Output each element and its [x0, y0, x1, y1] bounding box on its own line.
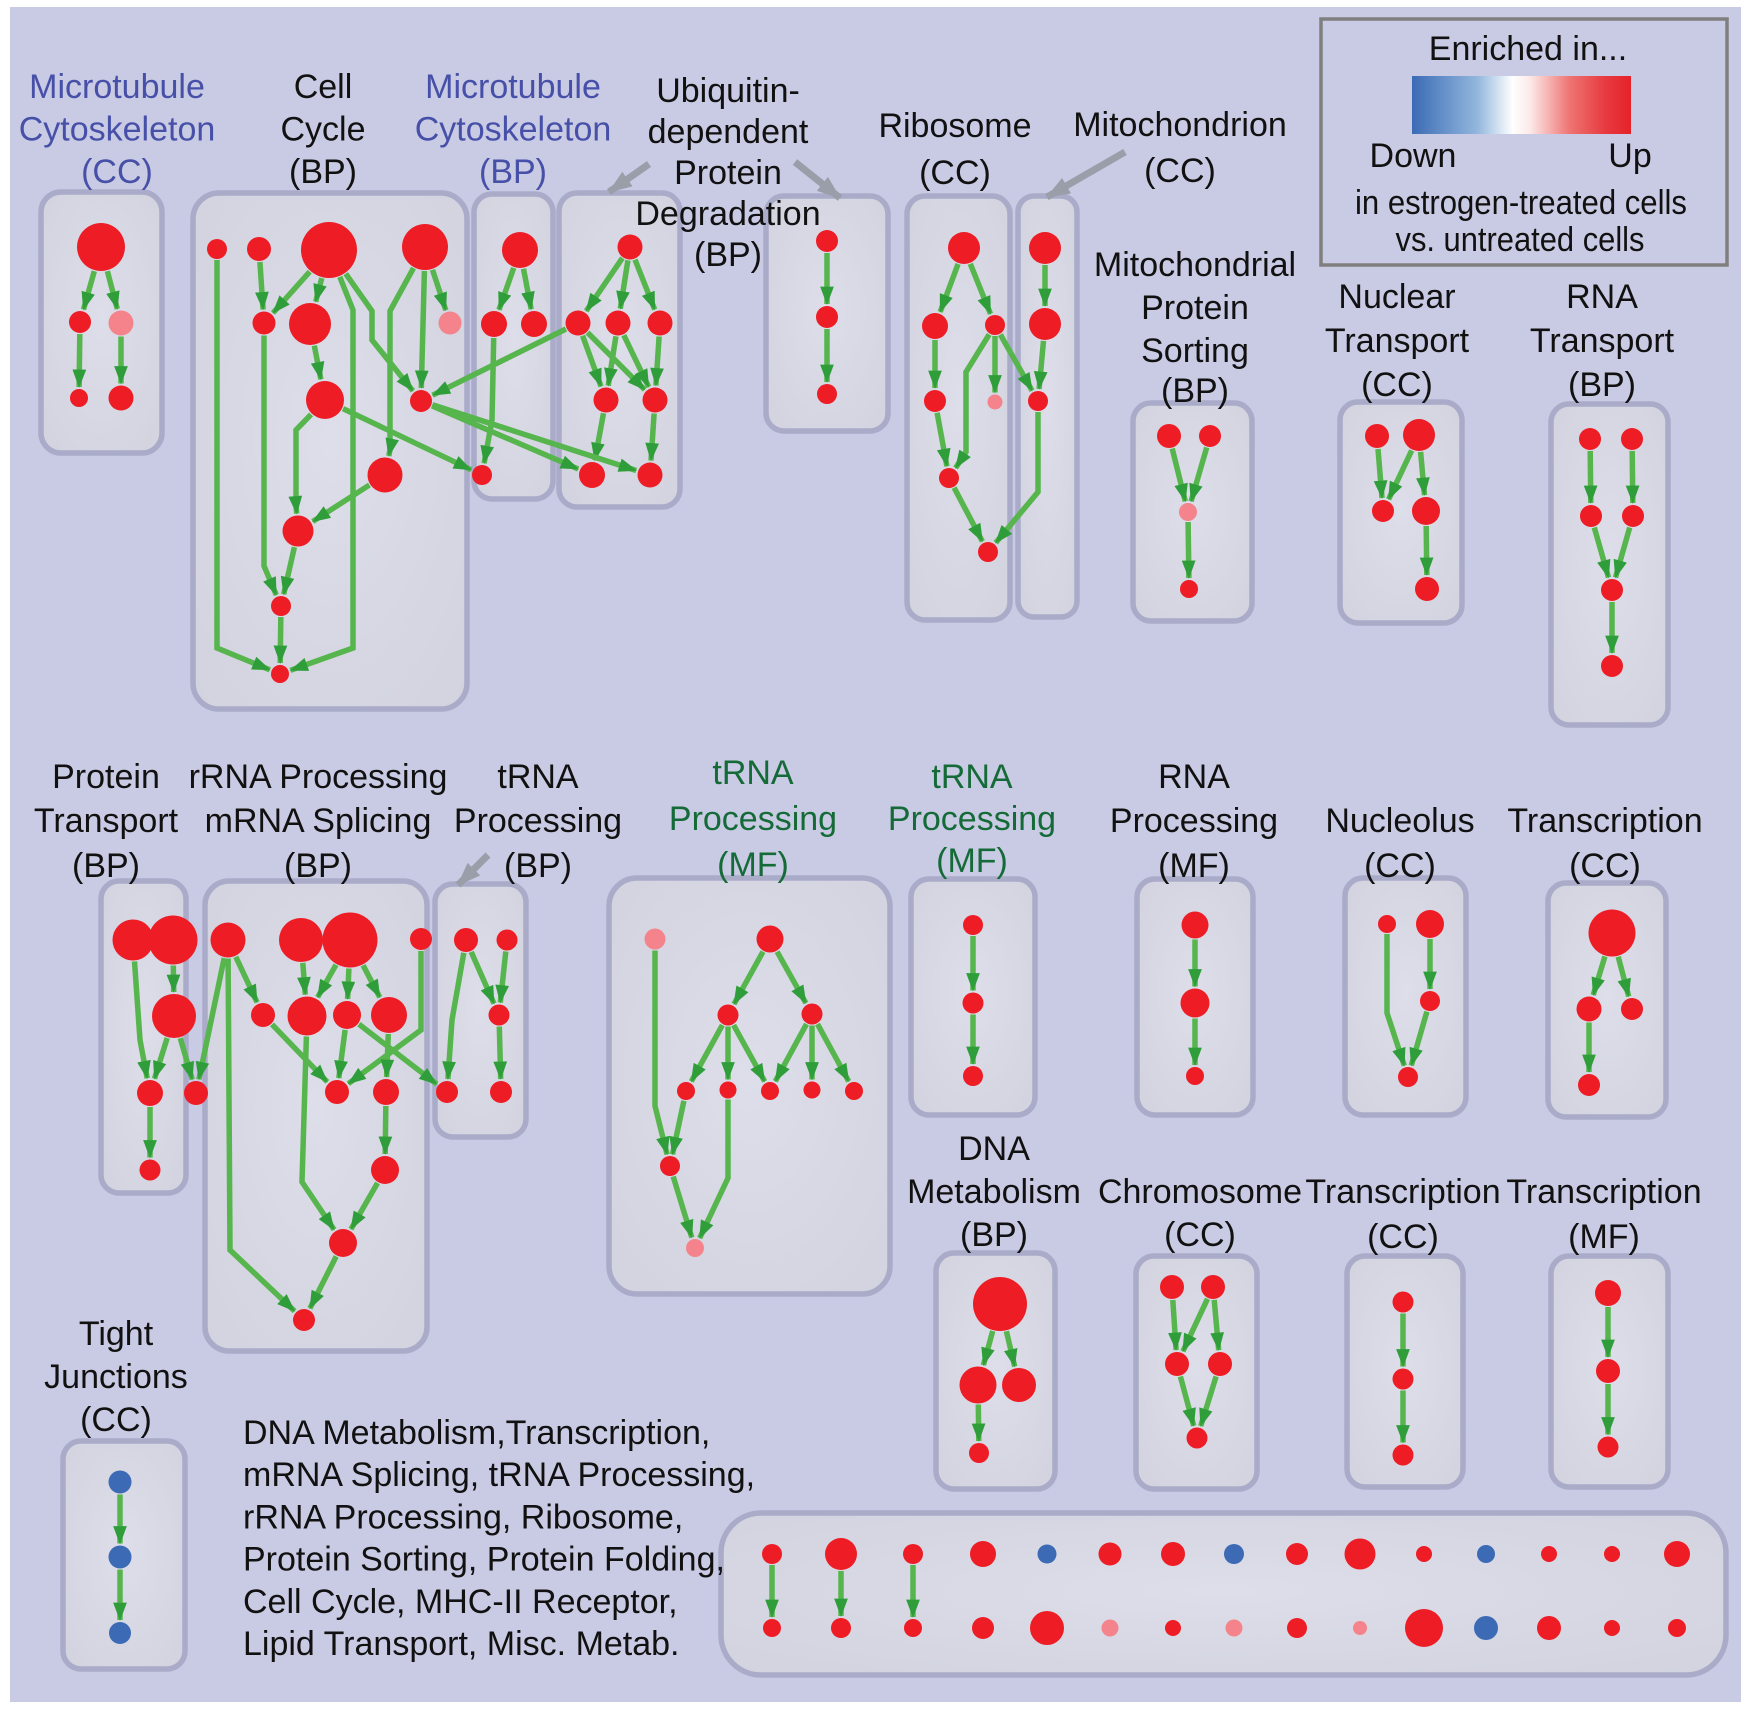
svg-text:Transcription: Transcription: [1305, 1173, 1500, 1211]
svg-text:(CC): (CC): [1361, 366, 1433, 404]
svg-text:(CC): (CC): [1364, 847, 1436, 885]
svg-text:Mitochondrial: Mitochondrial: [1094, 246, 1296, 284]
svg-text:(BP): (BP): [960, 1216, 1028, 1254]
svg-text:(CC): (CC): [81, 153, 153, 191]
svg-text:Up: Up: [1608, 137, 1651, 175]
svg-text:(BP): (BP): [289, 153, 357, 191]
svg-text:Processing: Processing: [1110, 802, 1278, 840]
svg-text:Mitochondrion: Mitochondrion: [1073, 106, 1287, 144]
svg-text:Processing: Processing: [454, 802, 622, 840]
svg-text:Microtubule: Microtubule: [425, 68, 601, 106]
svg-text:(CC): (CC): [80, 1401, 152, 1439]
svg-text:Cell: Cell: [294, 68, 353, 106]
svg-text:(BP): (BP): [1161, 372, 1229, 410]
svg-text:(MF): (MF): [717, 846, 789, 884]
svg-text:(BP): (BP): [284, 847, 352, 885]
svg-text:Lipid Transport, Misc. Metab.: Lipid Transport, Misc. Metab.: [243, 1625, 680, 1663]
svg-text:(CC): (CC): [919, 154, 991, 192]
svg-text:Enriched in...: Enriched in...: [1429, 30, 1627, 68]
svg-text:DNA Metabolism,Transcription,: DNA Metabolism,Transcription,: [243, 1414, 710, 1452]
svg-text:Tight: Tight: [79, 1315, 154, 1353]
svg-text:Ribosome: Ribosome: [878, 107, 1031, 145]
svg-text:Protein Sorting, Protein Foldi: Protein Sorting, Protein Folding,: [243, 1541, 725, 1579]
svg-text:Ubiquitin-: Ubiquitin-: [656, 72, 800, 110]
svg-text:Degradation: Degradation: [635, 195, 820, 233]
svg-text:mRNA Splicing, tRNA Processing: mRNA Splicing, tRNA Processing,: [243, 1456, 755, 1494]
svg-text:(MF): (MF): [936, 842, 1008, 880]
svg-text:mRNA Splicing: mRNA Splicing: [205, 802, 432, 840]
svg-text:(CC): (CC): [1569, 847, 1641, 885]
svg-text:Down: Down: [1370, 137, 1457, 175]
svg-text:DNA: DNA: [958, 1130, 1030, 1168]
svg-text:Microtubule: Microtubule: [29, 68, 205, 106]
svg-text:tRNA: tRNA: [497, 758, 579, 796]
svg-text:Cytoskeleton: Cytoskeleton: [415, 111, 612, 149]
svg-text:rRNA Processing, Ribosome,: rRNA Processing, Ribosome,: [243, 1498, 683, 1536]
svg-text:Protein: Protein: [52, 758, 160, 796]
svg-text:Processing: Processing: [669, 800, 837, 838]
svg-text:in estrogen-treated cells: in estrogen-treated cells: [1355, 184, 1687, 222]
svg-text:tRNA: tRNA: [712, 754, 794, 792]
svg-text:Nuclear: Nuclear: [1338, 278, 1455, 316]
svg-text:Cell Cycle, MHC-II Receptor,: Cell Cycle, MHC-II Receptor,: [243, 1583, 678, 1621]
svg-text:Protein: Protein: [1141, 289, 1249, 327]
svg-text:Sorting: Sorting: [1141, 332, 1249, 370]
svg-text:tRNA: tRNA: [931, 758, 1013, 796]
svg-text:Metabolism: Metabolism: [907, 1173, 1081, 1211]
svg-text:(MF): (MF): [1158, 847, 1230, 885]
svg-text:(BP): (BP): [1568, 366, 1636, 404]
svg-text:(MF): (MF): [1568, 1218, 1640, 1256]
svg-text:Protein: Protein: [674, 154, 782, 192]
svg-text:(BP): (BP): [504, 847, 572, 885]
svg-text:(BP): (BP): [694, 236, 762, 274]
svg-text:(BP): (BP): [72, 847, 140, 885]
svg-text:Transcription: Transcription: [1506, 1173, 1701, 1211]
svg-text:Junctions: Junctions: [44, 1358, 188, 1396]
svg-text:Transport: Transport: [1325, 322, 1470, 360]
svg-text:RNA: RNA: [1158, 758, 1230, 796]
svg-text:RNA: RNA: [1566, 278, 1638, 316]
svg-text:vs. untreated cells: vs. untreated cells: [1396, 221, 1645, 259]
svg-text:dependent: dependent: [648, 113, 809, 151]
svg-text:Processing: Processing: [888, 800, 1056, 838]
svg-text:Transport: Transport: [1530, 322, 1675, 360]
svg-text:rRNA Processing: rRNA Processing: [189, 758, 448, 796]
svg-text:Transcription: Transcription: [1507, 802, 1702, 840]
svg-text:(BP): (BP): [479, 153, 547, 191]
svg-text:Nucleolus: Nucleolus: [1325, 802, 1474, 840]
svg-text:Transport: Transport: [34, 802, 179, 840]
svg-text:(CC): (CC): [1367, 1218, 1439, 1256]
svg-text:Cycle: Cycle: [280, 111, 365, 149]
svg-text:Cytoskeleton: Cytoskeleton: [19, 111, 216, 149]
svg-text:(CC): (CC): [1164, 1216, 1236, 1254]
svg-text:Chromosome: Chromosome: [1098, 1173, 1302, 1211]
svg-text:(CC): (CC): [1144, 152, 1216, 190]
